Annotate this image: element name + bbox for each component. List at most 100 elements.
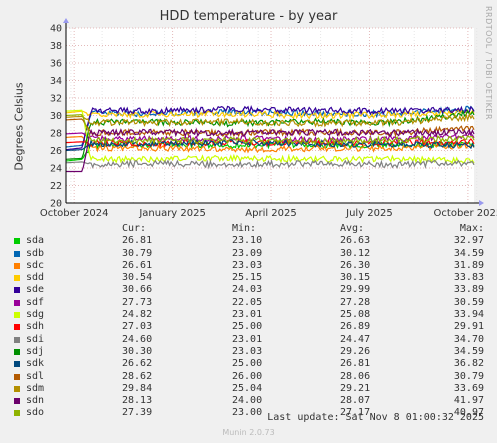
legend-swatch — [14, 398, 20, 405]
legend-max: 40.97 — [453, 407, 484, 419]
x-tick-label: October 2025 — [434, 208, 497, 219]
legend-max: 30.79 — [453, 370, 484, 382]
legend-cur: 29.84 — [122, 382, 153, 394]
legend-row-sdf: sdf 27.73 22.05 27.28 30.59 — [12, 297, 492, 309]
legend-name: sdd — [26, 272, 45, 284]
legend-row-sdj: sdj 30.30 23.03 29.26 34.59 — [12, 346, 492, 358]
series-line-sde — [65, 105, 475, 151]
y-tick-label: 32 — [50, 94, 62, 105]
legend-swatch — [14, 361, 20, 368]
legend-name: sdi — [26, 333, 45, 345]
legend-avg: 25.08 — [340, 309, 371, 321]
legend-row-sdc: sdc 26.61 23.03 26.30 31.89 — [12, 260, 492, 272]
x-tick-label: July 2025 — [345, 208, 393, 219]
legend-min: 25.00 — [232, 321, 263, 333]
legend-header-cur: Cur: — [122, 223, 147, 234]
legend-name: sdb — [26, 247, 45, 259]
legend-row-sdn: sdn 28.13 24.00 28.07 41.97 — [12, 395, 492, 407]
legend-swatch — [14, 324, 20, 331]
chart-plot: 20 22 24 26 28 30 32 34 36 38 40 October 2024 Januar… — [40, 18, 497, 219]
legend-name: sde — [26, 284, 45, 296]
legend-row-sdl: sdl 28.62 26.00 28.06 30.79 — [12, 371, 492, 383]
y-tick-label: 34 — [50, 76, 62, 87]
legend-max: 34.59 — [453, 247, 484, 259]
legend-row-sdi: sdi 24.60 23.01 24.47 34.70 — [12, 334, 492, 346]
legend-swatch — [14, 299, 20, 306]
legend-name: sdo — [26, 407, 45, 419]
legend-header-min: Min: — [232, 223, 257, 234]
legend-row-sdg: sdg 24.82 23.01 25.08 33.94 — [12, 309, 492, 321]
legend-avg: 29.99 — [340, 284, 371, 296]
legend-name: sdk — [26, 358, 45, 370]
x-tick-label: April 2025 — [245, 208, 296, 219]
legend-avg: 30.15 — [340, 272, 371, 284]
series-line-sdi — [65, 159, 475, 170]
y-tick-label: 28 — [50, 129, 62, 140]
legend-header: Cur: Min: Avg: Max: — [12, 223, 492, 235]
legend-row-sdm: sdm 29.84 25.04 29.21 33.69 — [12, 383, 492, 395]
legend-header-avg: Avg: — [340, 223, 365, 234]
legend-name: sdf — [26, 296, 45, 308]
legend-max: 29.91 — [453, 321, 484, 333]
legend-swatch — [14, 312, 20, 319]
legend-avg: 30.12 — [340, 247, 371, 259]
legend-avg: 26.63 — [340, 235, 371, 247]
legend-header-max: Max: — [459, 223, 484, 234]
legend-cur: 26.61 — [122, 259, 153, 271]
series-line-sdd — [65, 108, 475, 121]
legend-cur: 28.62 — [122, 370, 153, 382]
legend-swatch — [14, 385, 20, 392]
legend-cur: 24.82 — [122, 309, 153, 321]
legend-avg: 24.47 — [340, 333, 371, 345]
series-line-sdc — [65, 135, 475, 154]
legend-min: 23.03 — [232, 345, 263, 357]
legend-table: Cur: Min: Avg: Max: sda 26.81 23.10 26.63 32… — [12, 223, 492, 420]
chart-title: HDD temperature - by year — [159, 9, 338, 24]
series-line-sdh — [65, 137, 475, 149]
legend-swatch — [14, 336, 20, 343]
legend-avg: 28.07 — [340, 395, 371, 407]
legend-cur: 30.54 — [122, 272, 153, 284]
y-tick-label: 36 — [50, 59, 62, 70]
legend-min: 23.00 — [232, 407, 263, 419]
series-line-sdk — [65, 138, 475, 152]
legend-avg: 29.26 — [340, 345, 371, 357]
legend-avg: 26.89 — [340, 321, 371, 333]
legend-max: 30.59 — [453, 296, 484, 308]
legend-cur: 26.62 — [122, 358, 153, 370]
legend-cur: 27.03 — [122, 321, 153, 333]
y-tick-label: 26 — [50, 146, 62, 157]
legend-min: 23.01 — [232, 309, 263, 321]
legend-name: sdj — [26, 345, 45, 357]
legend-swatch — [14, 410, 20, 417]
legend-max: 33.69 — [453, 382, 484, 394]
series-line-sdo — [65, 114, 475, 146]
legend-min: 23.09 — [232, 247, 263, 259]
legend-name: sdn — [26, 395, 45, 407]
legend-cur: 30.66 — [122, 284, 153, 296]
legend-name: sda — [26, 235, 45, 247]
y-tick-label: 20 — [50, 199, 62, 210]
legend-swatch — [14, 238, 20, 245]
y-tick-label: 30 — [50, 111, 62, 122]
y-tick-label: 40 — [50, 24, 62, 35]
legend-max: 33.89 — [453, 284, 484, 296]
x-axis-arrow — [479, 200, 484, 206]
legend-max: 33.83 — [453, 272, 484, 284]
series-line-sdg — [65, 109, 475, 165]
legend-min: 22.05 — [232, 296, 263, 308]
legend-row-sdd: sdd 30.54 25.15 30.15 33.83 — [12, 272, 492, 284]
legend-row-sde: sde 30.66 24.03 29.99 33.89 — [12, 284, 492, 296]
legend-cur: 24.60 — [122, 333, 153, 345]
legend-max: 33.94 — [453, 309, 484, 321]
legend-row-sdb: sdb 30.79 23.09 30.12 34.59 — [12, 248, 492, 260]
legend-row-sdo: sdo 27.39 23.00 27.17 40.97 — [12, 407, 492, 419]
legend-cur: 28.13 — [122, 395, 153, 407]
legend-max: 31.89 — [453, 259, 484, 271]
legend-row-sdk: sdk 26.62 25.00 26.81 36.82 — [12, 358, 492, 370]
legend-row-sda: sda 26.81 23.10 26.63 32.97 — [12, 235, 492, 247]
legend-min: 25.00 — [232, 358, 263, 370]
legend-max: 41.97 — [453, 395, 484, 407]
legend-swatch — [14, 262, 20, 269]
series-line-sdm — [66, 112, 475, 128]
